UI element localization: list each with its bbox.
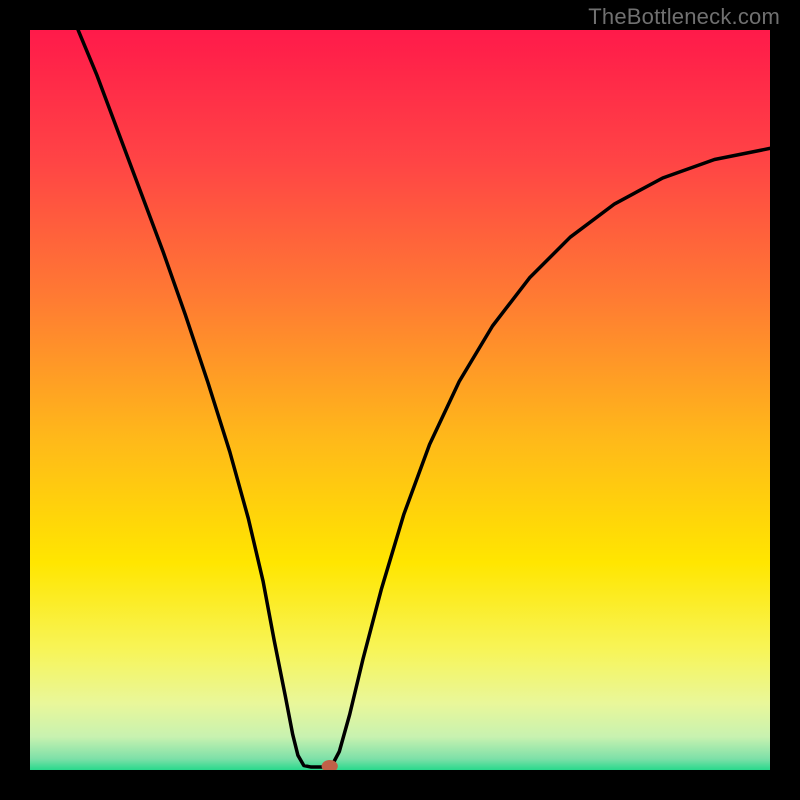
gradient-v-chart — [30, 30, 770, 770]
plot-area — [30, 30, 770, 770]
chart-container: { "watermark": "TheBottleneck.com", "cha… — [0, 0, 800, 800]
watermark-text: TheBottleneck.com — [588, 4, 780, 30]
chart-background — [30, 30, 770, 770]
